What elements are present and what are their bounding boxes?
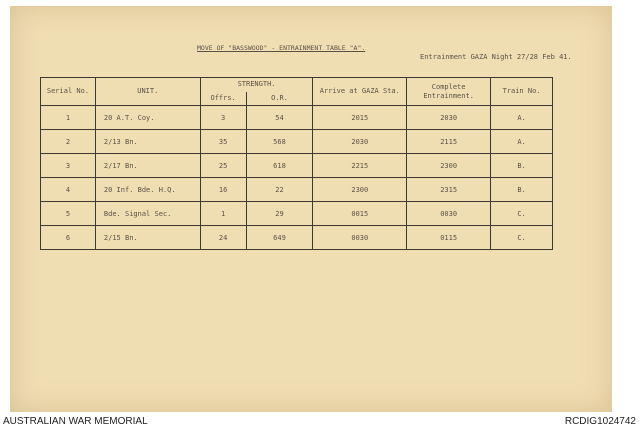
header-arrive: Arrive at GAZA Sta. [312, 77, 408, 106]
cell-or: 649 [245, 225, 314, 250]
table-row: 3 2/17 Bn. 25 618 2215 2300 B. [40, 153, 553, 178]
cell-complete: 2315 [406, 177, 492, 202]
table-row: 2 2/13 Bn. 35 568 2030 2115 A. [40, 129, 553, 154]
cell-offrs: 35 [199, 129, 247, 154]
cell-complete: 0115 [406, 225, 492, 250]
cell-train: C. [490, 201, 553, 226]
cell-serial: 4 [40, 177, 96, 202]
table-row: 5 Bde. Signal Sec. 1 29 0015 0030 C. [40, 201, 553, 226]
header-complete: Complete Entrainment. [406, 77, 492, 106]
cell-or: 22 [245, 177, 314, 202]
header-strength: STRENGTH. [199, 77, 314, 92]
table-row: 4 20 Inf. Bde. H.Q. 16 22 2300 2315 B. [40, 177, 553, 202]
cell-train: B. [490, 153, 553, 178]
header-unit: UNIT. [94, 77, 201, 106]
cell-train: A. [490, 129, 553, 154]
cell-unit: 20 Inf. Bde. H.Q. [94, 177, 201, 202]
document-title: MOVE OF "BASSWOOD" - ENTRAINMENT TABLE "… [197, 44, 366, 52]
table-row: 6 2/15 Bn. 24 649 0030 0115 C. [40, 225, 553, 250]
cell-serial: 1 [40, 105, 96, 130]
cell-serial: 5 [40, 201, 96, 226]
cell-arrive: 0030 [312, 225, 408, 250]
cell-complete: 2030 [406, 105, 492, 130]
cell-train: C. [490, 225, 553, 250]
cell-complete: 2115 [406, 129, 492, 154]
cell-unit: 2/17 Bn. [94, 153, 201, 178]
header-train: Train No. [490, 77, 553, 106]
header-or: O.R. [245, 91, 314, 106]
cell-offrs: 1 [199, 201, 247, 226]
cell-offrs: 25 [199, 153, 247, 178]
header-offrs: Offrs. [199, 91, 247, 106]
cell-complete: 0030 [406, 201, 492, 226]
table-row: 1 20 A.T. Coy. 3 54 2015 2030 A. [40, 105, 553, 130]
cell-or: 618 [245, 153, 314, 178]
cell-offrs: 16 [199, 177, 247, 202]
cell-serial: 2 [40, 129, 96, 154]
cell-arrive: 2015 [312, 105, 408, 130]
cell-unit: 2/13 Bn. [94, 129, 201, 154]
footer-record-id: RCDIG1024742 [564, 416, 636, 427]
entrainment-table: Serial No. UNIT. STRENGTH. Arrive at GAZ… [40, 77, 553, 250]
footer-institution: AUSTRALIAN WAR MEMORIAL [3, 416, 148, 427]
header-serial: Serial No. [40, 77, 96, 106]
cell-unit: Bde. Signal Sec. [94, 201, 201, 226]
cell-arrive: 2030 [312, 129, 408, 154]
cell-arrive: 0015 [312, 201, 408, 226]
cell-or: 29 [245, 201, 314, 226]
cell-unit: 20 A.T. Coy. [94, 105, 201, 130]
cell-offrs: 3 [199, 105, 247, 130]
cell-train: B. [490, 177, 553, 202]
cell-complete: 2300 [406, 153, 492, 178]
cell-arrive: 2215 [312, 153, 408, 178]
cell-serial: 6 [40, 225, 96, 250]
cell-offrs: 24 [199, 225, 247, 250]
cell-arrive: 2300 [312, 177, 408, 202]
cell-unit: 2/15 Bn. [94, 225, 201, 250]
cell-train: A. [490, 105, 553, 130]
cell-serial: 3 [40, 153, 96, 178]
cell-or: 54 [245, 105, 314, 130]
document-subtitle: Entrainment GAZA Night 27/28 Feb 41. [420, 53, 572, 61]
cell-or: 568 [245, 129, 314, 154]
